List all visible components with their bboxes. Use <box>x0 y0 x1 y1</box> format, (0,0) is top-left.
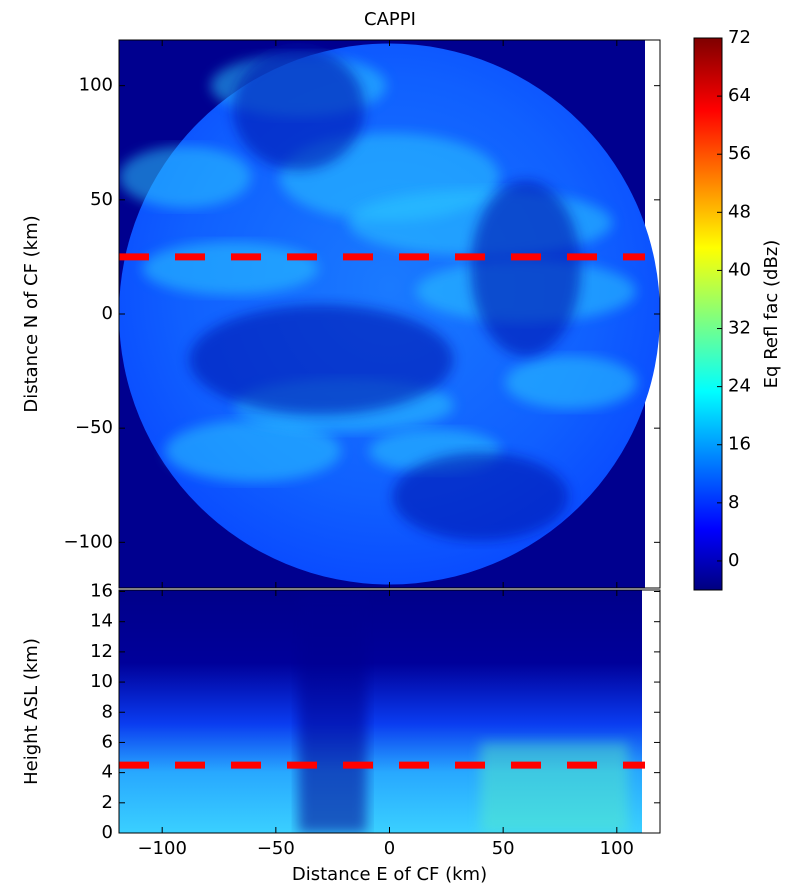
strong-zone <box>480 742 629 833</box>
echo-gap <box>189 304 454 415</box>
echo <box>142 241 319 295</box>
colorbar-label: Eq Refl fac (dBz) <box>761 240 782 389</box>
echo <box>505 356 638 409</box>
y-tick-label: −100 <box>64 531 113 552</box>
x-tick-label: 0 <box>384 838 395 859</box>
blank-strip <box>642 590 660 833</box>
x-tick-label: −100 <box>137 838 186 859</box>
y-tick-label: 4 <box>102 762 113 783</box>
colorbar-tick-label: 72 <box>728 27 751 48</box>
x-tick-label: −50 <box>257 838 295 859</box>
y-tick-label: 12 <box>90 641 113 662</box>
colorbar-tick-label: 64 <box>728 85 751 106</box>
y-tick-label: 0 <box>102 303 113 324</box>
colorbar-tick-label: 16 <box>728 434 751 455</box>
y-tick-label: 16 <box>90 581 113 602</box>
x-axis-label: Distance E of CF (km) <box>292 864 487 885</box>
x-tick-label: 100 <box>600 838 634 859</box>
chart-title: CAPPI <box>364 9 416 30</box>
echo-gap <box>232 46 365 171</box>
colorbar-tick-label: 8 <box>728 492 739 513</box>
y-tick-label: 10 <box>90 671 113 692</box>
colorbar-tick-label: 48 <box>728 201 751 222</box>
colorbar-tick-label: 24 <box>728 376 751 397</box>
x-tick-label: 50 <box>492 838 515 859</box>
y-tick-label: 6 <box>102 731 113 752</box>
y-tick-label: 100 <box>79 75 113 96</box>
plot-area <box>119 590 660 833</box>
colorbar-tick-label: 32 <box>728 318 751 339</box>
y-tick-label: 0 <box>102 822 113 843</box>
y-tick-label: 2 <box>102 792 113 813</box>
y-axis-label: Height ASL (km) <box>21 638 42 785</box>
y-axis-label: Distance N of CF (km) <box>21 215 42 412</box>
y-tick-label: 14 <box>90 611 113 632</box>
colorbar-tick-label: 56 <box>728 143 751 164</box>
colorbar <box>693 37 723 591</box>
echo-gap <box>392 452 569 541</box>
weak-zone <box>298 590 367 833</box>
y-tick-label: 50 <box>90 189 113 210</box>
y-tick-label: −50 <box>75 417 113 438</box>
plot-area <box>119 40 660 588</box>
echo-gap <box>470 180 581 357</box>
echo <box>165 420 342 482</box>
colorbar-tick-label: 40 <box>728 259 751 280</box>
colorbar-tick-label: 0 <box>728 550 739 571</box>
y-tick-label: 8 <box>102 701 113 722</box>
echo <box>119 146 251 208</box>
